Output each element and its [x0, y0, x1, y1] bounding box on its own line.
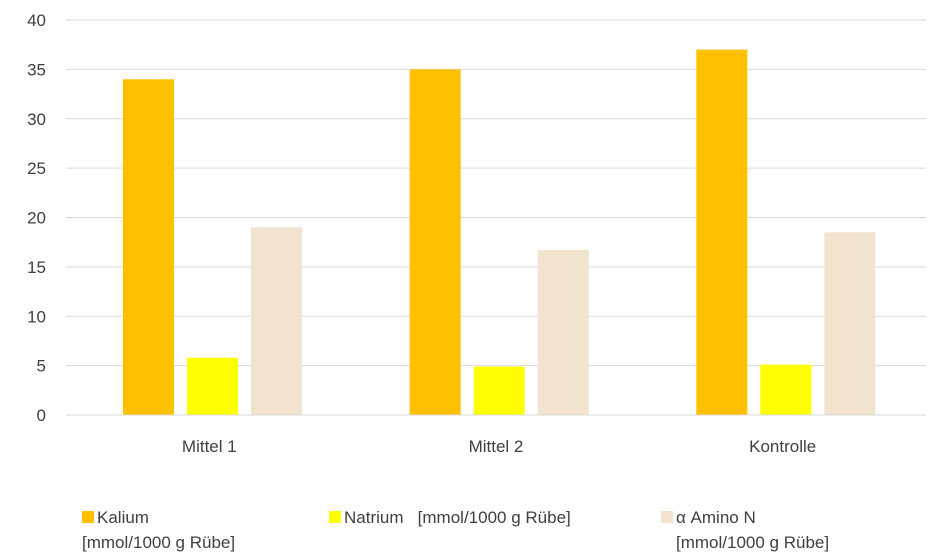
category-label: Mittel 2 [469, 437, 524, 456]
y-tick-label: 30 [27, 110, 46, 129]
y-tick-label: 5 [37, 357, 46, 376]
bar-3-2 [537, 250, 589, 415]
category-label: Mittel 1 [182, 437, 237, 456]
bar-3-3 [824, 232, 876, 415]
legend: Kalium [mmol/1000 g Rübe] Natrium [mmol/10… [82, 508, 829, 552]
y-tick-label: 25 [27, 159, 46, 178]
y-tick-label: 15 [27, 258, 46, 277]
legend-swatch-1 [82, 511, 94, 523]
bar-3-1 [251, 227, 302, 415]
legend-label-3-line-1: α Amino N [676, 508, 756, 527]
y-tick-label: 0 [37, 406, 46, 425]
category-label: Kontrolle [749, 437, 816, 456]
y-tick-label: 40 [27, 11, 46, 30]
bar-2-2 [473, 366, 525, 415]
category-labels: Mittel 1 Mittel 2 Kontrolle [182, 437, 816, 456]
legend-swatch-3 [661, 511, 673, 523]
bars [123, 49, 876, 415]
gridlines [66, 19, 926, 367]
y-tick-label: 35 [27, 60, 46, 79]
legend-label-3-line-2: [mmol/1000 g Rübe] [676, 533, 829, 552]
bar-2-3 [760, 364, 812, 415]
y-axis-tick-labels: 0 5 10 15 20 25 30 35 40 [27, 11, 46, 425]
legend-label-2-line-1: Natrium [mmol/1000 g Rübe] [344, 508, 571, 527]
legend-swatch-2 [329, 511, 341, 523]
bar-1-2 [409, 69, 461, 415]
legend-label-1-line-2: [mmol/1000 g Rübe] [82, 533, 235, 552]
bar-1-3 [696, 49, 748, 415]
bar-2-1 [187, 357, 238, 415]
legend-label-1-line-1: Kalium [97, 508, 149, 527]
y-tick-label: 10 [27, 307, 46, 326]
y-tick-label: 20 [27, 209, 46, 228]
bar-1-1 [123, 79, 174, 415]
